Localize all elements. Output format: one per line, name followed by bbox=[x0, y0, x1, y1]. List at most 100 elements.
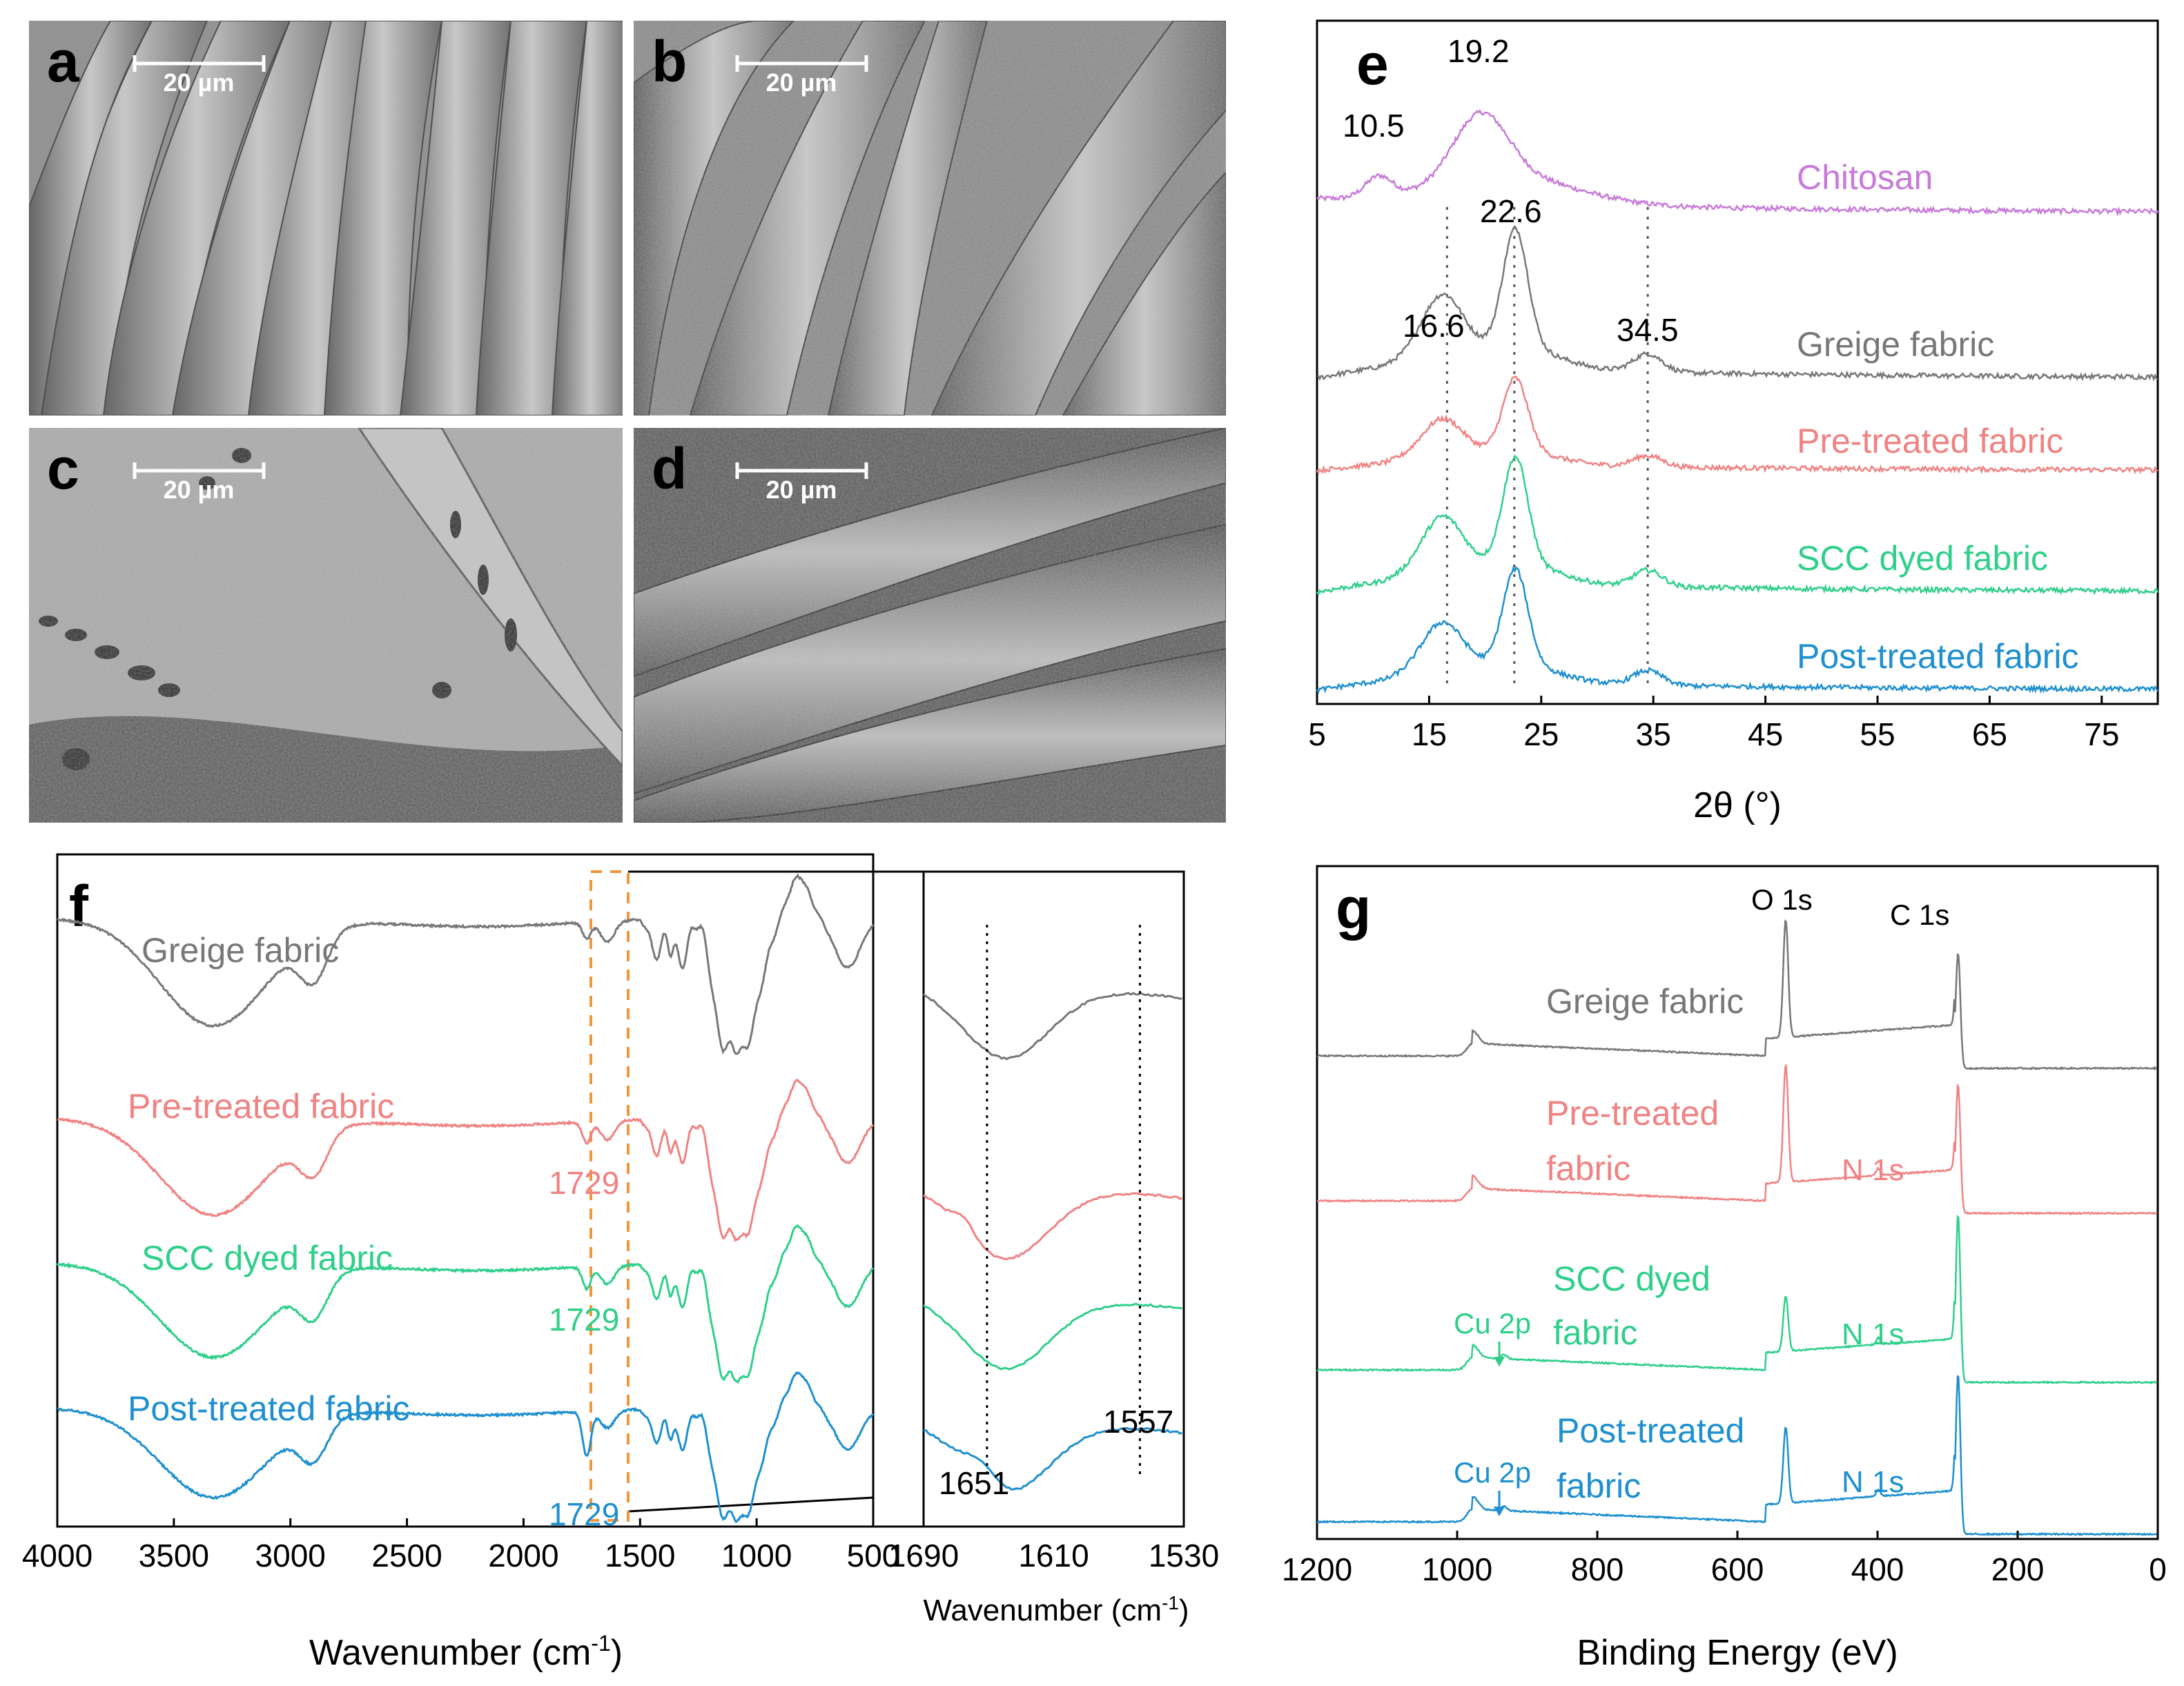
xrd-legend-chitosan: Chitosan bbox=[1797, 158, 1933, 197]
scale-text-c: 20 µm bbox=[164, 476, 235, 504]
xps-cu2p-scc: Cu 2p bbox=[1454, 1307, 1531, 1340]
xps-legend-scc-2: fabric bbox=[1553, 1313, 1637, 1352]
xrd-tick-label-55: 55 bbox=[1860, 716, 1895, 752]
ftir-tick-label-1000: 1000 bbox=[721, 1538, 792, 1574]
xrd-legend-greige: Greige fabric bbox=[1797, 325, 1994, 364]
xps-series-greige-fabric bbox=[1316, 919, 2158, 1071]
ftir-series-greige-fabric bbox=[56, 873, 875, 1055]
ftir-tick-label-3000: 3000 bbox=[255, 1538, 326, 1574]
xps-x-axis-title: Binding Energy (eV) bbox=[1577, 1633, 1898, 1673]
xrd-peak-label-34.5: 34.5 bbox=[1617, 312, 1679, 348]
ftir-annotation-1729-post: 1729 bbox=[549, 1496, 619, 1532]
xps-tick-label-600: 600 bbox=[1711, 1551, 1764, 1587]
xrd-legend-pre: Pre-treated fabric bbox=[1797, 422, 2063, 460]
xps-tick-label-1200: 1200 bbox=[1282, 1551, 1352, 1587]
xrd-series-scc-dyed-fabric bbox=[1316, 454, 2159, 596]
xrd-tick-label-65: 65 bbox=[1972, 716, 2007, 752]
xrd-panel-label: e bbox=[1356, 32, 1389, 97]
xps-legend-post-2: fabric bbox=[1557, 1467, 1641, 1505]
xps-chart: g 1200 1000 800 600 400 200 0 O 1s C 1s Greige… bbox=[1282, 865, 2167, 1673]
xrd-tick-label-25: 25 bbox=[1523, 716, 1559, 752]
ftir-highlight-box bbox=[589, 870, 630, 1522]
ftir-series-post-treated-fabric bbox=[57, 1371, 875, 1523]
sem-label-c: c bbox=[47, 436, 79, 501]
xrd-tick-label-45: 45 bbox=[1748, 716, 1783, 752]
ftir-tick-label-500: 500 bbox=[847, 1538, 900, 1574]
xps-peak-c1s: C 1s bbox=[1890, 899, 1949, 931]
xps-legend-post-1: Post-treated bbox=[1557, 1411, 1744, 1450]
xrd-series-post-treated-fabric bbox=[1316, 565, 2159, 694]
ftir-series-scc-dyed-fabric bbox=[56, 1224, 875, 1384]
xps-n1s-scc: N 1s bbox=[1842, 1317, 1904, 1351]
ftir-inset-series-post-treated-fabric bbox=[923, 1427, 1182, 1491]
ftir-inset-series-scc-dyed-fabric bbox=[922, 1302, 1183, 1371]
ftir-tick-label-2500: 2500 bbox=[371, 1538, 442, 1574]
sem-panel-b bbox=[634, 21, 1226, 415]
xps-series-scc-dyed-fabric bbox=[1316, 1215, 2158, 1384]
ftir-x-axis: 4000 3500 3000 2500 2000 1500 1000 500 bbox=[22, 1518, 900, 1574]
ftir-tick-label-4000: 4000 bbox=[22, 1538, 92, 1574]
xrd-series-chitosan bbox=[1316, 109, 2159, 217]
ftir-legend-pre: Pre-treated fabric bbox=[128, 1087, 394, 1126]
ftir-inset-tick-label-1610: 1610 bbox=[1018, 1538, 1089, 1574]
xrd-plot-frame bbox=[1316, 19, 2159, 705]
xps-legend-scc-1: SCC dyed bbox=[1553, 1259, 1710, 1298]
xrd-peak-label-22.6: 22.6 bbox=[1480, 193, 1542, 229]
xrd-x-axis: 5 15 25 35 45 55 65 75 bbox=[1308, 696, 2119, 752]
ftir-series-group bbox=[56, 873, 1183, 1523]
ftir-annotation-1729-scc: 1729 bbox=[549, 1302, 619, 1337]
sem-label-d: d bbox=[652, 436, 687, 501]
ftir-tick-label-1500: 1500 bbox=[605, 1538, 675, 1574]
xps-cu2p-post: Cu 2p bbox=[1454, 1456, 1531, 1489]
xrd-tick-label-15: 15 bbox=[1412, 716, 1447, 752]
xrd-tick-label-75: 75 bbox=[2084, 716, 2119, 752]
xps-series-pre-treated-fabric bbox=[1317, 1063, 2158, 1216]
xps-peak-o1s: O 1s bbox=[1751, 883, 1813, 916]
ftir-legend-post: Post-treated fabric bbox=[128, 1389, 410, 1428]
ftir-inset-tick-label-1530: 1530 bbox=[1149, 1538, 1219, 1574]
ftir-inset-series-pre-treated-fabric bbox=[923, 1192, 1183, 1261]
xps-legend-greige: Greige fabric bbox=[1546, 982, 1744, 1021]
xrd-chart: e 5 15 25 35 45 55 65 75 10.5 19.2 16.6 22.6 34… bbox=[1308, 19, 2159, 825]
sem-label-b: b bbox=[652, 29, 687, 94]
xps-tick-label-1000: 1000 bbox=[1422, 1551, 1492, 1587]
sem-panel-d bbox=[634, 428, 1226, 823]
xps-series-post-treated-fabric bbox=[1316, 1375, 2158, 1537]
ftir-inset-series-greige-fabric bbox=[922, 992, 1182, 1061]
scale-text-d: 20 µm bbox=[766, 476, 837, 504]
xps-n1s-post: N 1s bbox=[1842, 1465, 1904, 1499]
xrd-tick-label-35: 35 bbox=[1636, 716, 1671, 752]
ftir-inset-tick-label-1690: 1690 bbox=[888, 1538, 959, 1574]
ftir-inset-frame bbox=[872, 870, 1185, 1528]
ftir-tick-label-3500: 3500 bbox=[139, 1538, 209, 1574]
ftir-tick-label-2000: 2000 bbox=[488, 1538, 558, 1574]
ftir-series-pre-treated-fabric bbox=[57, 1078, 875, 1242]
xrd-legend-post: Post-treated fabric bbox=[1797, 637, 2079, 676]
xrd-series-greige-fabric bbox=[1316, 225, 2158, 382]
xrd-peak-label-10.5: 10.5 bbox=[1343, 108, 1405, 144]
ftir-legend-greige: Greige fabric bbox=[142, 931, 339, 970]
ftir-chart: f 4000 3500 3000 2500 2000 1500 1000 500 1690 16… bbox=[22, 853, 1219, 1673]
xrd-peak-label-19.2: 19.2 bbox=[1447, 33, 1510, 69]
scale-text-b: 20 µm bbox=[766, 68, 837, 97]
xps-panel-label: g bbox=[1336, 876, 1371, 941]
xps-tick-label-800: 800 bbox=[1571, 1551, 1624, 1587]
sem-panel-a bbox=[29, 21, 623, 415]
ftir-panel-label: f bbox=[69, 874, 89, 939]
ftir-inset-x-axis-title: Wavenumber (cm-1) bbox=[923, 1592, 1189, 1627]
xps-n1s-pre: N 1s bbox=[1842, 1153, 1904, 1187]
xps-x-axis: 1200 1000 800 600 400 200 0 bbox=[1282, 1531, 2167, 1587]
xps-tick-label-200: 200 bbox=[1991, 1551, 2045, 1587]
xrd-tick-label-5: 5 bbox=[1308, 716, 1326, 752]
ftir-legend-scc: SCC dyed fabric bbox=[142, 1239, 393, 1277]
xrd-reference-lines bbox=[1445, 207, 1649, 690]
ftir-annotation-1557: 1557 bbox=[1103, 1404, 1173, 1440]
ftir-main-x-axis-title: Wavenumber (cm-1) bbox=[309, 1631, 623, 1673]
xrd-peak-label-16.6: 16.6 bbox=[1403, 308, 1465, 344]
ftir-annotation-1651: 1651 bbox=[939, 1465, 1009, 1501]
xrd-series-pre-treated-fabric bbox=[1316, 375, 2158, 476]
xps-tick-label-400: 400 bbox=[1851, 1551, 1904, 1587]
xps-legend-pre-2: fabric bbox=[1546, 1149, 1630, 1188]
xps-legend-pre-1: Pre-treated bbox=[1546, 1094, 1719, 1133]
ftir-annotation-1729-pre: 1729 bbox=[549, 1165, 619, 1201]
